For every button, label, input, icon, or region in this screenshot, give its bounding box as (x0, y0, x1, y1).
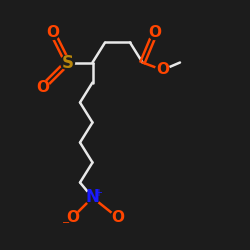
Text: −: − (62, 218, 70, 228)
Text: O: O (156, 62, 169, 78)
Circle shape (86, 190, 100, 204)
Text: O: O (148, 25, 162, 40)
Text: S: S (62, 54, 74, 72)
Circle shape (60, 56, 74, 70)
Circle shape (110, 210, 124, 224)
Text: O: O (46, 25, 59, 40)
Text: O: O (111, 210, 124, 225)
Text: N: N (86, 188, 100, 206)
Circle shape (148, 26, 162, 40)
Text: O: O (66, 210, 79, 225)
Circle shape (156, 63, 170, 77)
Circle shape (46, 26, 60, 40)
Text: O: O (36, 80, 49, 95)
Circle shape (36, 80, 50, 94)
Text: +: + (94, 188, 102, 198)
Circle shape (66, 210, 80, 224)
